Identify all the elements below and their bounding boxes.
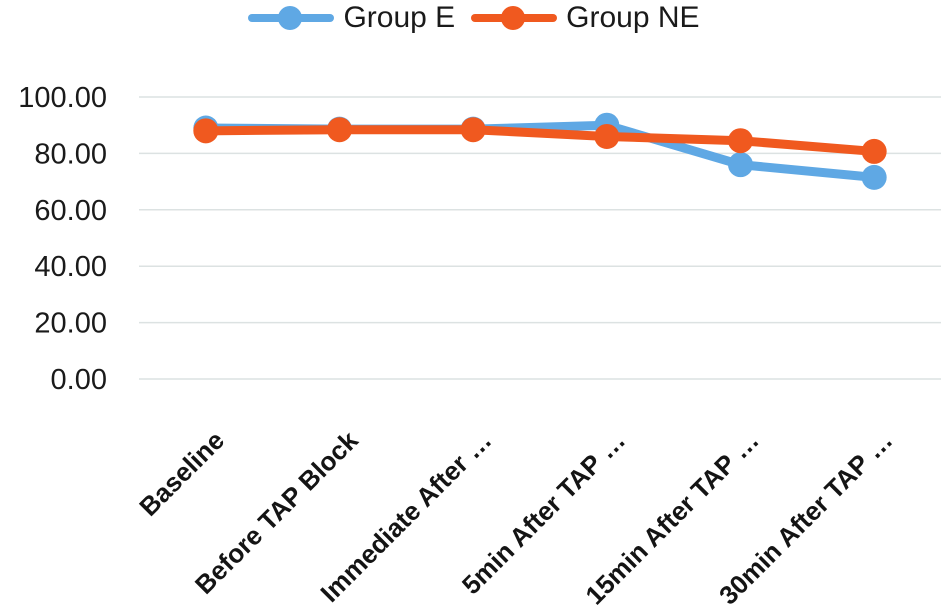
legend-marker-group-ne (471, 5, 558, 31)
legend: Group E Group NE (0, 3, 948, 33)
legend-label-group-ne: Group NE (566, 1, 700, 34)
legend-label-group-e: Group E (343, 1, 456, 34)
x-category-label-baseline: Baseline (133, 425, 230, 522)
legend-item-group-e: Group E (248, 3, 455, 33)
data-point-group-ne-0 (193, 118, 219, 144)
data-point-group-ne-3 (594, 123, 620, 149)
data-point-group-e-4 (728, 152, 753, 178)
data-point-group-ne-2 (460, 117, 486, 143)
data-point-group-ne-4 (728, 128, 753, 154)
y-tick-label-20: 20.00 (34, 308, 107, 340)
y-tick-label-0: 0.00 (51, 364, 107, 396)
y-tick-label-80: 80.00 (34, 138, 107, 170)
y-tick-label-60: 60.00 (34, 195, 107, 227)
data-point-group-ne-1 (327, 117, 352, 143)
y-tick-label-40: 40.00 (34, 251, 107, 283)
y-tick-label-100: 100.00 (18, 82, 107, 114)
series-line-group-ne (201, 125, 879, 156)
legend-dot-icon (278, 6, 303, 30)
legend-item-group-ne: Group NE (471, 1, 700, 34)
data-point-group-ne-5 (861, 138, 887, 164)
legend-marker-group-e (248, 5, 335, 31)
data-point-group-e-5 (861, 164, 887, 190)
legend-dot-icon (501, 6, 526, 30)
